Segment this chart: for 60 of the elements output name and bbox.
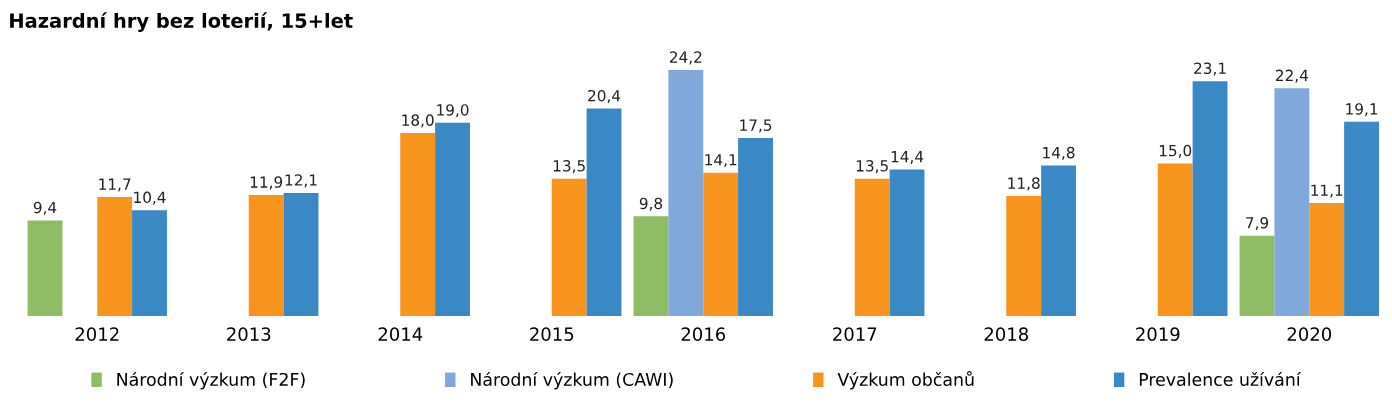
bar — [132, 210, 167, 316]
data-label: 9,8 — [639, 197, 663, 211]
x-tick-label: 2017 — [833, 327, 877, 341]
x-tick-label: 2013 — [227, 327, 271, 341]
legend-label: Národní výzkum (F2F) — [117, 371, 305, 390]
bar — [1309, 203, 1345, 316]
data-label: 14,4 — [891, 151, 924, 165]
bar — [854, 178, 890, 316]
bar — [1006, 196, 1042, 316]
bar — [703, 172, 739, 316]
data-label: 18,0 — [402, 114, 434, 128]
bar — [551, 178, 587, 316]
x-tick-label: 2012 — [75, 327, 119, 341]
x-tick-label: 2018 — [984, 327, 1029, 341]
data-label: 15,0 — [1159, 144, 1192, 158]
x-tick-label: 2015 — [530, 327, 574, 341]
bar — [738, 138, 773, 316]
bar — [1274, 88, 1310, 316]
legend-label: Národní výzkum (CAWI) — [471, 371, 673, 390]
bar — [1157, 163, 1193, 316]
data-label: 13,5 — [553, 160, 585, 174]
bar — [889, 169, 925, 316]
legend-label: Výzkum občanů — [837, 371, 974, 390]
bar — [1041, 165, 1076, 316]
data-label: 11,1 — [1311, 184, 1343, 198]
data-label: 11,7 — [99, 178, 131, 192]
bar — [1192, 81, 1228, 316]
data-label: 14,8 — [1043, 146, 1075, 160]
data-label: 10,4 — [134, 191, 166, 205]
bar — [1239, 235, 1275, 316]
bar — [97, 197, 133, 316]
x-tick-label: 2020 — [1287, 327, 1332, 341]
bar — [586, 108, 622, 316]
bar — [400, 133, 436, 316]
legend-label: Prevalence užívání — [1139, 371, 1302, 387]
bar — [27, 220, 63, 316]
data-label: 12,1 — [285, 174, 317, 188]
data-label: 11,8 — [1008, 177, 1040, 191]
chart-title: Hazardní hry bez loterií, 15+let — [10, 12, 353, 32]
data-label: 11,9 — [250, 176, 283, 190]
data-label: 20,4 — [588, 89, 621, 104]
x-tick-label: 2019 — [1136, 327, 1180, 341]
data-label: 23,1 — [1194, 62, 1226, 76]
data-label: 24,2 — [669, 51, 702, 65]
data-label: 13,5 — [856, 160, 888, 174]
bar — [668, 70, 704, 316]
bar — [283, 192, 319, 316]
bar — [248, 194, 284, 316]
bar — [1344, 121, 1379, 316]
data-label: 19,0 — [437, 104, 469, 118]
data-label: 22,4 — [1275, 69, 1309, 83]
x-tick-label: 2016 — [681, 327, 726, 341]
data-label: 17,5 — [740, 119, 772, 133]
data-label: 9,4 — [33, 201, 57, 215]
data-label: 14,1 — [705, 154, 737, 168]
x-tick-label: 2014 — [378, 327, 423, 341]
data-label: 7,9 — [1246, 216, 1269, 231]
data-label: 19,1 — [1346, 103, 1378, 117]
bar — [435, 122, 470, 316]
bar — [633, 216, 669, 316]
